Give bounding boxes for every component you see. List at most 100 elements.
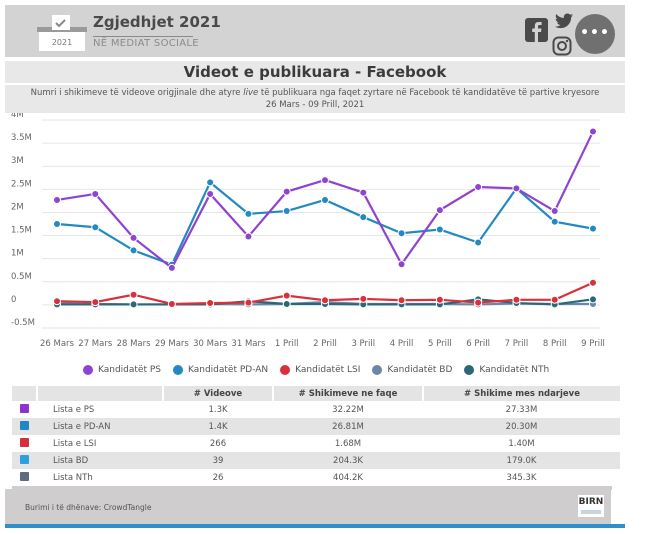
data-point[interactable] — [474, 298, 483, 307]
brand-title: Zgjedhjet 2021 — [93, 13, 221, 31]
share-views: 20.30M — [423, 418, 620, 435]
x-tick-label: 1 Prill — [275, 339, 299, 349]
data-point[interactable] — [244, 298, 253, 307]
data-point[interactable] — [282, 207, 291, 216]
instagram-icon[interactable] — [552, 36, 572, 56]
data-point[interactable] — [550, 217, 559, 226]
data-point[interactable] — [129, 300, 138, 309]
header-name-col — [36, 386, 163, 401]
legend-item[interactable]: Kandidatët NTh — [464, 365, 549, 375]
twitter-icon[interactable] — [555, 13, 573, 29]
legend-dot-icon — [464, 365, 475, 375]
data-point[interactable] — [589, 295, 597, 304]
data-point[interactable] — [53, 220, 61, 228]
legend-label: Kandidatët BD — [387, 365, 453, 375]
data-point[interactable] — [397, 296, 406, 305]
data-point[interactable] — [91, 189, 100, 198]
chart-title: Videot e publikuara - Facebook — [5, 61, 625, 83]
data-point[interactable] — [359, 213, 368, 222]
header: 2021 Zgjedhjet 2021 NË MEDIAT SOCIALE ••… — [5, 5, 625, 57]
y-tick-label: 3.5M — [11, 133, 32, 143]
legend-label: Kandidatët PS — [98, 365, 161, 375]
x-tick-label: 6 Prill — [466, 339, 490, 349]
data-point[interactable] — [129, 246, 138, 255]
data-point[interactable] — [435, 206, 444, 215]
data-point[interactable] — [589, 278, 597, 287]
data-point[interactable] — [321, 195, 329, 204]
header-page-views: # Shikimeve ne faqe — [272, 386, 423, 401]
data-point[interactable] — [397, 260, 406, 269]
table-row: Lista e LSI 266 1.68M 1.40M — [12, 435, 620, 452]
data-point[interactable] — [359, 188, 368, 197]
data-point[interactable] — [282, 291, 291, 300]
data-point[interactable] — [206, 178, 215, 187]
x-tick-label: 8 Prill — [543, 339, 567, 349]
data-point[interactable] — [474, 238, 483, 247]
header-share-views: # Shikime mes ndarjeve — [422, 386, 620, 401]
brand-subtitle: NË MEDIAT SOCIALE — [93, 38, 199, 49]
party-name: Lista BD — [37, 452, 163, 469]
data-point[interactable] — [397, 229, 406, 238]
data-point[interactable] — [550, 207, 559, 216]
x-tick-label: 5 Prill — [428, 339, 452, 349]
data-point[interactable] — [321, 176, 329, 185]
bd-logo-icon — [12, 452, 37, 469]
party-name: Lista e PD-AN — [37, 418, 163, 435]
videos-count: 266 — [209, 438, 227, 449]
y-tick-label: 0.5M — [11, 272, 32, 282]
data-point[interactable] — [512, 295, 521, 304]
birn-logo: BIRN — [578, 495, 604, 517]
data-point[interactable] — [167, 299, 176, 308]
y-tick-label: 1M — [11, 249, 24, 259]
data-point[interactable] — [321, 296, 329, 305]
data-point[interactable] — [53, 195, 61, 204]
videos-count: 39 — [163, 452, 273, 469]
data-point[interactable] — [589, 127, 597, 136]
x-tick-label: 26 Mars — [40, 339, 75, 349]
page-views: 32.22M — [332, 404, 364, 415]
legend-item[interactable]: Kandidatët BD — [372, 365, 452, 375]
data-point[interactable] — [589, 224, 597, 233]
facebook-icon[interactable] — [525, 18, 548, 42]
data-point[interactable] — [512, 184, 521, 193]
table-header-row: # Videove # Shikimeve ne faqe # Shikime … — [12, 386, 620, 401]
data-point[interactable] — [474, 183, 483, 192]
x-tick-label: 7 Prill — [505, 339, 529, 349]
data-point[interactable] — [53, 297, 61, 306]
table-bottom-bar — [12, 486, 612, 490]
birn-logo-text: BIRN — [578, 497, 604, 507]
page-views: 204.3K — [273, 452, 423, 469]
data-point[interactable] — [435, 225, 444, 234]
legend-label: Kandidatët PD-AN — [188, 365, 269, 375]
data-point[interactable] — [359, 294, 368, 303]
table-row: Lista e PS 1.3K 32.22M 27.33M — [12, 401, 620, 418]
data-point[interactable] — [129, 233, 138, 242]
more-options-button[interactable]: ••• — [575, 14, 615, 54]
share-views: 27.33M — [505, 404, 538, 415]
legend-label: Kandidatët NTh — [479, 365, 550, 375]
data-point[interactable] — [206, 299, 215, 308]
date-range: 26 Mars - 09 Prill, 2021 — [265, 100, 365, 110]
data-point[interactable] — [435, 295, 444, 304]
legend-item[interactable]: Kandidatët PS — [83, 365, 161, 375]
legend-item[interactable]: Kandidatët PD-AN — [173, 365, 268, 375]
data-point[interactable] — [282, 299, 291, 308]
data-point[interactable] — [206, 189, 215, 198]
legend-dot-icon — [83, 365, 93, 375]
y-tick-label: 3M — [11, 156, 24, 166]
legend-item[interactable]: Kandidatët LSI — [280, 365, 360, 375]
data-point[interactable] — [550, 295, 559, 304]
share-views: 1.40M — [508, 438, 535, 449]
footer: Burimi i të dhënave: CrowdTangle BIRN — [5, 489, 611, 524]
data-point[interactable] — [91, 223, 100, 232]
data-point[interactable] — [91, 298, 100, 307]
data-point[interactable] — [167, 263, 176, 272]
data-point[interactable] — [282, 187, 291, 196]
page-views: 26.81M — [273, 418, 423, 435]
data-point[interactable] — [244, 209, 253, 218]
x-tick-label: 2 Prill — [313, 339, 337, 349]
subtitle-text: Numri i shikimeve të videove origjinale … — [30, 88, 244, 98]
data-point[interactable] — [244, 232, 253, 241]
data-point[interactable] — [129, 290, 138, 299]
subtitle-italic: live — [243, 88, 259, 98]
